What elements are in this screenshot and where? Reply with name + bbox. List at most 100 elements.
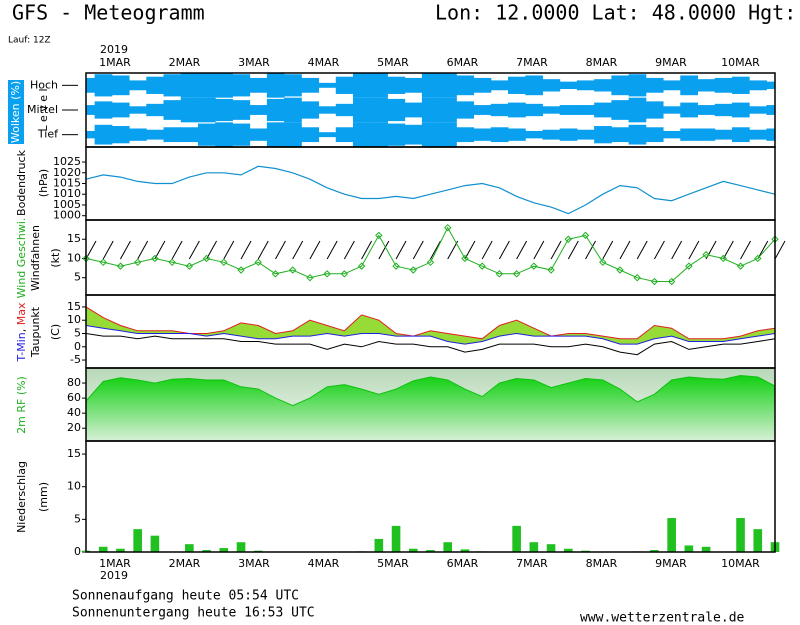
wind-marker bbox=[564, 235, 573, 243]
wind-marker bbox=[685, 262, 693, 270]
cloud-bar bbox=[370, 122, 388, 147]
cloud-bar bbox=[249, 77, 268, 93]
wind-marker bbox=[581, 231, 590, 240]
wind-marker bbox=[444, 223, 452, 232]
cloud-bar bbox=[714, 103, 733, 117]
cloud-bar bbox=[611, 100, 630, 120]
cloud-bar bbox=[714, 77, 733, 93]
precip-bar bbox=[374, 538, 384, 552]
cloud-bar bbox=[215, 73, 233, 98]
cloud-bar bbox=[749, 80, 767, 91]
wind-barb bbox=[774, 240, 786, 260]
y-tick-label: 1025 bbox=[53, 155, 81, 168]
label-min: T-Min bbox=[15, 332, 28, 362]
cloud-bar bbox=[180, 127, 199, 143]
precip-bar bbox=[684, 545, 694, 552]
wind-marker bbox=[220, 258, 228, 267]
level-label: Hoch bbox=[30, 78, 58, 91]
panel-frame bbox=[85, 146, 776, 221]
wind-barb bbox=[361, 240, 373, 260]
cloud-bar bbox=[473, 105, 492, 115]
cloud-bar bbox=[111, 75, 130, 96]
wind-marker bbox=[323, 270, 331, 278]
wind-marker bbox=[202, 254, 211, 263]
wind-marker bbox=[133, 258, 142, 267]
y-tick-label: 5 bbox=[74, 512, 81, 525]
precip-bar bbox=[426, 550, 435, 552]
precip-bar bbox=[546, 544, 556, 552]
wind-marker bbox=[409, 266, 417, 274]
date-label: 4MAR bbox=[308, 557, 340, 570]
wind-barb bbox=[585, 240, 596, 260]
cloud-bar bbox=[576, 80, 595, 91]
wind-barb bbox=[292, 240, 304, 260]
y-label: L e v e l bbox=[37, 88, 50, 131]
wind-barb bbox=[619, 240, 631, 260]
date-label: 7MAR bbox=[516, 557, 548, 570]
wind-barb bbox=[533, 240, 545, 260]
precip-bar bbox=[563, 548, 573, 552]
y-tick-label: 1020 bbox=[53, 166, 81, 179]
cloud-bar bbox=[284, 74, 302, 97]
wind-marker bbox=[392, 262, 400, 270]
wind-marker bbox=[736, 262, 745, 270]
wind-barb bbox=[188, 240, 200, 260]
y-label: Bodendruck bbox=[15, 149, 28, 216]
cloud-bar bbox=[197, 123, 216, 146]
cloud-bar bbox=[576, 105, 595, 115]
cloud-bar bbox=[146, 76, 165, 94]
y-tick-label: 10 bbox=[67, 313, 81, 326]
date-label: 7MAR bbox=[516, 56, 548, 69]
cloud-bar bbox=[663, 80, 681, 91]
wind-barb bbox=[498, 240, 510, 260]
wind-barb bbox=[326, 240, 338, 260]
cloud-bar bbox=[663, 106, 681, 114]
y-label: Taupunkt bbox=[29, 306, 42, 358]
precip-bar bbox=[202, 550, 211, 552]
wind-marker bbox=[650, 277, 659, 286]
level-label: Tief bbox=[37, 128, 59, 141]
precip-bar bbox=[460, 549, 470, 552]
wind-marker bbox=[288, 266, 297, 274]
panel-frame bbox=[85, 219, 776, 296]
cloud-bar bbox=[284, 122, 302, 147]
cloud-bar bbox=[456, 127, 475, 143]
precip-bar bbox=[133, 529, 142, 552]
date-label: 9MAR bbox=[655, 56, 687, 69]
precip-bar bbox=[236, 542, 246, 552]
cloud-bar bbox=[335, 103, 354, 117]
wind-marker bbox=[754, 254, 762, 263]
precip-bar bbox=[116, 548, 125, 552]
y-tick-label: -5 bbox=[70, 353, 81, 366]
y-label: T-Min, Max bbox=[15, 302, 28, 362]
wind-barb bbox=[395, 240, 407, 260]
cloud-bar bbox=[301, 127, 320, 143]
cloud-bar bbox=[197, 97, 216, 123]
wind-barb bbox=[430, 240, 441, 260]
wind-marker bbox=[478, 262, 486, 270]
wind-marker bbox=[375, 231, 383, 240]
date-label: 8MAR bbox=[586, 56, 618, 69]
precip-bar bbox=[443, 542, 453, 552]
cloud-bar bbox=[301, 77, 320, 93]
cloud-bar bbox=[439, 97, 457, 123]
cloud-bar bbox=[129, 106, 147, 114]
panel-frame bbox=[85, 440, 776, 553]
wind-barb bbox=[653, 240, 665, 260]
temp-line bbox=[85, 306, 776, 340]
temp-line bbox=[85, 325, 776, 345]
cloud-bar bbox=[266, 98, 285, 122]
precip-bar bbox=[408, 548, 418, 552]
cloud-bar bbox=[559, 81, 578, 90]
cloud-bar bbox=[490, 127, 509, 143]
y-tick-label: 15 bbox=[67, 232, 81, 245]
cloud-bar bbox=[456, 101, 475, 119]
y-label: Wolken (%) bbox=[9, 81, 22, 143]
cloud-bar bbox=[663, 130, 681, 139]
cloud-bar bbox=[525, 130, 543, 139]
date-label: 5MAR bbox=[377, 557, 409, 570]
cloud-bar bbox=[645, 127, 664, 143]
cloud-bar bbox=[163, 74, 182, 97]
year: 2019 bbox=[100, 43, 128, 56]
wind-marker bbox=[633, 273, 641, 282]
